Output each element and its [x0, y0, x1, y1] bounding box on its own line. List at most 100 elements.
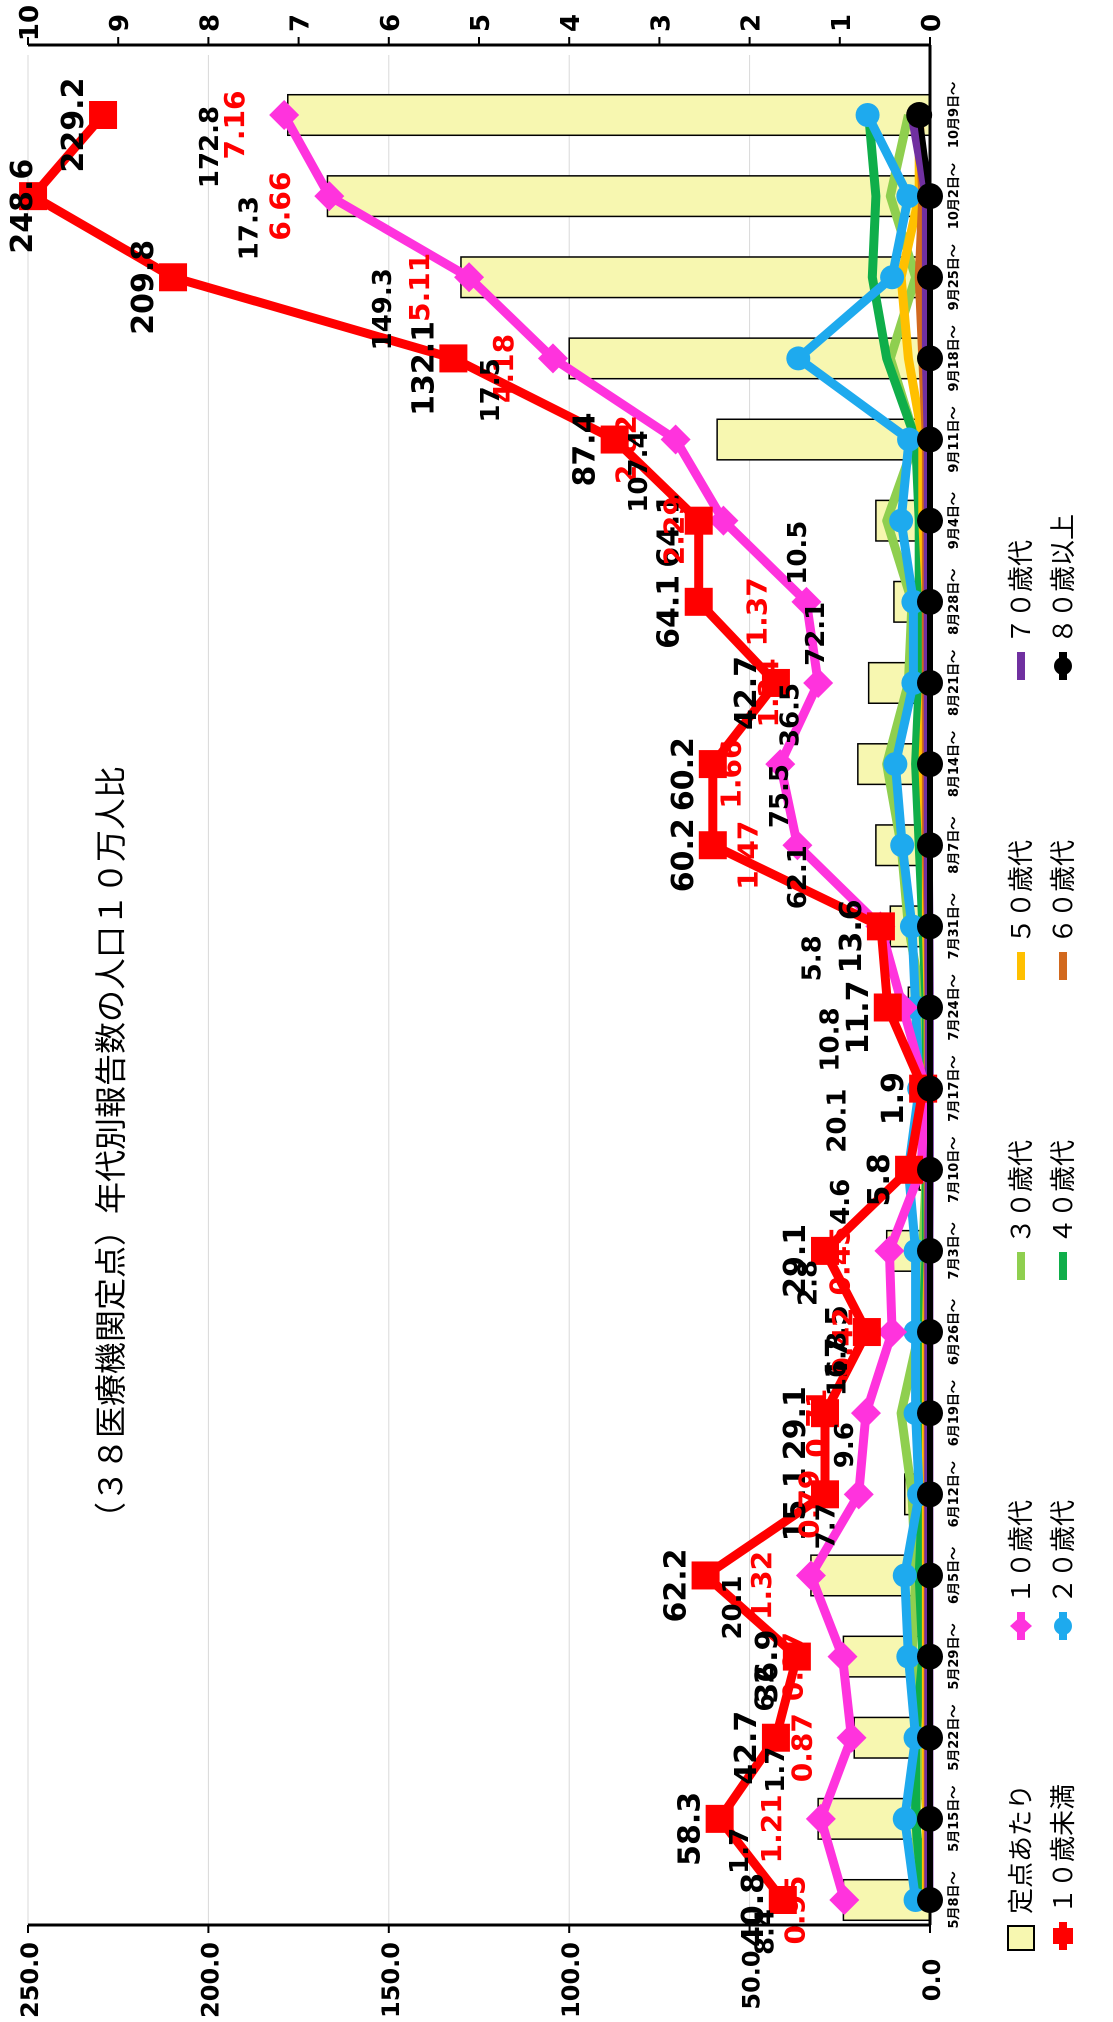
teens-data-label: 4.18	[487, 334, 520, 403]
square-marker	[873, 993, 902, 1022]
teens-data-label: 0.71	[800, 1389, 833, 1458]
circle-marker	[889, 508, 914, 533]
square-marker	[782, 1642, 811, 1671]
under10-data-label-group: 60.2	[666, 818, 701, 892]
legend-item: ３０歳代	[1007, 1140, 1037, 1280]
square-marker	[761, 1723, 790, 1752]
under10-data-label: 42.7	[729, 656, 764, 730]
teens-data-label: 5.11	[403, 253, 436, 322]
category-label: 5月22日～	[947, 1705, 962, 1771]
under10-data-label: 62.2	[659, 1548, 694, 1622]
under10-data-label: 17.5	[820, 1305, 855, 1379]
square-marker	[811, 1399, 840, 1428]
bar-data-label: 5.8	[797, 935, 827, 981]
category-label-group: 5月8日～	[947, 1871, 962, 1928]
bar-data-label-group: 172.8	[195, 106, 225, 188]
left-tick-label-group: 250.0	[16, 1942, 44, 2018]
right-axis-tick-label: 2	[737, 14, 767, 32]
bar-data-label-group: 10.8	[815, 1007, 845, 1071]
diamond-marker	[708, 505, 739, 536]
square-marker	[852, 1318, 881, 1347]
teens-data-label-group: 1.32	[745, 1551, 778, 1620]
teens-data-label: 7.16	[218, 90, 251, 159]
left-tick-label-group: 50.0	[738, 1950, 766, 2009]
bar-data-label-group: 5.8	[797, 935, 827, 981]
right-axis-tick-label: 10	[15, 5, 45, 41]
diamond-marker	[269, 100, 300, 130]
teens-data-label-group: 0.97	[777, 1632, 810, 1701]
bar-data-label-group: 20.1	[823, 1089, 853, 1153]
legend-marker	[1054, 657, 1072, 675]
bar-data-label: 16.8	[823, 1332, 853, 1396]
diamond-marker	[877, 1317, 908, 1348]
category-label: 8月7日～	[947, 817, 962, 874]
legend-marker	[1054, 1617, 1072, 1635]
category-label: 6月19日～	[947, 1380, 962, 1446]
square-marker	[439, 344, 468, 373]
under10-data-label: 42.7	[729, 1711, 764, 1785]
category-label: 7月3日～	[947, 1222, 962, 1279]
bar-data-label-group: 1.7	[725, 1828, 755, 1874]
diamond-marker	[791, 586, 822, 617]
bar-data-label: 7.7	[812, 1503, 842, 1549]
legend-item: １０歳未満	[1049, 1784, 1079, 1950]
category-label-group: 8月21日～	[947, 650, 962, 716]
category-label-group: 9月11日～	[947, 406, 962, 472]
category-label-group: 6月5日～	[947, 1547, 962, 1604]
under10-data-label-group: 62.2	[659, 1548, 694, 1622]
bar-data-label-group: 149.3	[368, 268, 398, 350]
under10-data-label-group: 1.9	[876, 1072, 911, 1125]
category-labels: 5月8日～ 5月15日～ 5月22日～ 5月29日～ 6月5日～ 6月12日～ 6月19日～…	[947, 82, 962, 1929]
teens-data-label: 2.82	[610, 415, 643, 484]
bar-data-label: 10.5	[783, 521, 813, 585]
diamond-marker	[537, 343, 568, 374]
diamond-marker	[782, 830, 813, 861]
left-tick-label-group: 0.0	[918, 1959, 946, 2002]
right-tick-label-group: 0	[917, 14, 947, 32]
teens-data-label-group: 1.47	[731, 821, 764, 890]
circle-marker	[897, 427, 922, 452]
bar-data-label-group: 62.1	[783, 845, 813, 909]
category-label: 10月2日～	[947, 163, 962, 229]
category-label: 6月26日～	[947, 1299, 962, 1365]
bar	[287, 93, 931, 137]
bar-data-label: 149.3	[368, 268, 398, 350]
bar-data-label: 10.8	[815, 1007, 845, 1071]
legend-item: ７０歳代	[1007, 540, 1037, 680]
legend-label: 定点あたり	[1007, 1784, 1037, 1914]
bar-data-label: 17.3	[234, 196, 264, 260]
circle-marker	[883, 752, 908, 777]
left-axis-tick-label: 150.0	[377, 1942, 405, 2018]
right-axis-tick-label: 3	[646, 14, 676, 32]
bar-data-label-group: 2.8	[794, 1260, 824, 1306]
left-tick-label-group: 100.0	[557, 1942, 585, 2018]
square-marker	[705, 1804, 734, 1833]
legend-item: ２０歳代	[1049, 1500, 1079, 1640]
right-axis-tick-label: 4	[556, 14, 586, 32]
right-axis-tick-label: 1	[827, 14, 857, 32]
bar-data-label: 4.6	[826, 1179, 856, 1225]
bar-data-label-group: 6.2	[750, 1666, 780, 1712]
circle-marker	[892, 1806, 917, 1831]
bar-data-label-group: 72.1	[801, 602, 831, 666]
right-tick-label-group: 7	[286, 14, 316, 32]
bar-data-label-group: 10.5	[783, 521, 813, 585]
data-labels: 40.858.342.736.962.215.129.117.529.15.81…	[5, 78, 911, 1955]
category-label-group: 7月3日～	[947, 1222, 962, 1279]
category-label-group: 6月19日～	[947, 1380, 962, 1446]
category-label: 7月24日～	[947, 974, 962, 1040]
category-label-group: 8月28日～	[947, 569, 962, 635]
under10-data-label: 40.8	[736, 1873, 771, 1947]
circle-marker	[786, 346, 811, 371]
teens-data-label-group: 1.21	[755, 1794, 788, 1863]
under10-data-label-group: 87.4	[568, 413, 603, 487]
under10-data-label-group: 11.7	[841, 980, 876, 1054]
circle-marker	[892, 1563, 917, 1588]
under10-data-label-group: 15.1	[778, 1467, 813, 1541]
square-marker	[691, 1561, 720, 1590]
category-label: 6月5日～	[947, 1547, 962, 1604]
square-marker	[768, 1886, 797, 1914]
under10-data-label-group: 60.2	[666, 737, 701, 811]
category-label: 6月12日～	[947, 1461, 962, 1527]
legend-label: １０歳未満	[1049, 1784, 1079, 1914]
